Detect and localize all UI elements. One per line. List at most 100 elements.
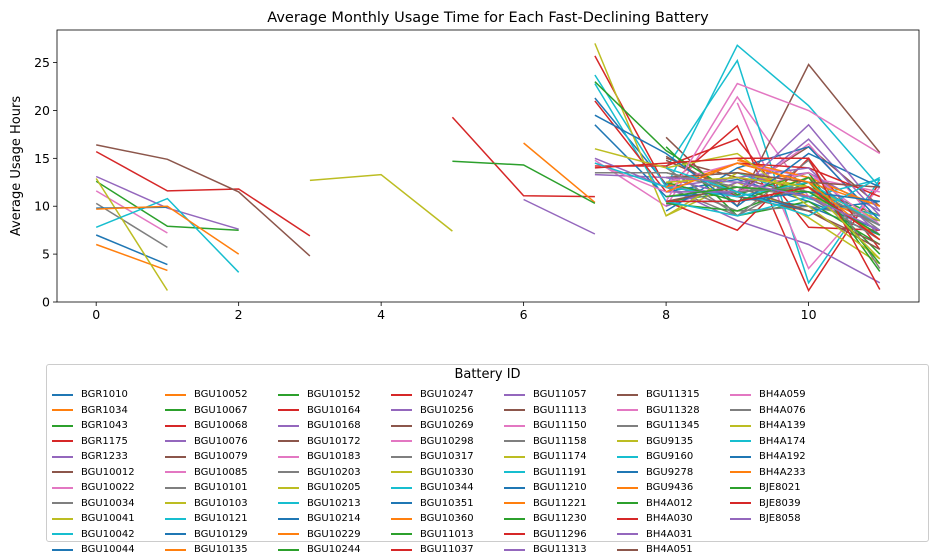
legend-label: BGU10229 (307, 528, 361, 540)
legend-label: BGU11013 (420, 528, 474, 540)
legend-label: BGU11313 (533, 544, 587, 555)
legend-label: BH4A059 (759, 389, 806, 400)
legend-swatch (52, 486, 73, 489)
legend-swatch (730, 393, 751, 396)
x-tick-label: 0 (92, 307, 100, 322)
legend-swatch (730, 517, 751, 520)
legend-label: BGU10213 (307, 497, 361, 509)
legend-swatch (730, 455, 751, 458)
legend-swatch (391, 393, 412, 396)
legend-item-bgu10298: BGU10298 (391, 434, 504, 450)
legend-item-bgu10360: BGU10360 (391, 511, 504, 527)
series-line-bgu10121 (665, 58, 881, 285)
legend-label: BH4A030 (646, 513, 693, 524)
x-tick-label: 8 (662, 307, 670, 322)
legend-swatch (278, 455, 299, 458)
legend-label: BGU10067 (194, 404, 248, 416)
legend-item-bgu10351: BGU10351 (391, 496, 504, 512)
legend-label: BGU11315 (646, 389, 700, 400)
legend-label: BGU10164 (307, 404, 361, 416)
legend-swatch (391, 471, 412, 474)
legend-swatch (504, 455, 525, 458)
legend-label: BGU10168 (307, 420, 361, 431)
y-axis-ticks: 0 5 10 15 20 25 (34, 55, 57, 310)
legend-label: BGU10129 (194, 528, 248, 540)
legend-swatch (504, 393, 525, 396)
legend-label: BGU10244 (307, 544, 361, 555)
legend-label: BGU10172 (307, 435, 361, 447)
legend-label: BGU11221 (533, 497, 587, 509)
legend-swatch (278, 502, 299, 505)
legend-item-bgu11057: BGU11057 (504, 387, 617, 403)
legend-label: BGR1043 (81, 420, 128, 431)
legend-item-bh4a031: BH4A031 (617, 527, 730, 543)
legend-label: BGU10183 (307, 451, 361, 462)
y-tick-label: 5 (42, 247, 50, 262)
legend-item-bgu10247: BGU10247 (391, 387, 504, 403)
legend-item-bgu9278: BGU9278 (617, 465, 730, 481)
legend-swatch (165, 517, 186, 520)
legend-label: BGU10052 (194, 389, 248, 400)
legend-item-bgr1043: BGR1043 (52, 418, 165, 434)
legend-label: BGU10101 (194, 482, 248, 493)
legend-item-bgu10012: BGU10012 (52, 465, 165, 481)
y-axis-label: Average Usage Hours (9, 96, 24, 236)
legend-label: BGU10269 (420, 420, 474, 431)
legend-item-bgu10183: BGU10183 (278, 449, 391, 465)
legend-item-bgu11328: BGU11328 (617, 403, 730, 419)
legend-item-bgu10129: BGU10129 (165, 527, 278, 543)
legend-label: BGU10042 (81, 528, 135, 540)
series-line-bgu10042 (95, 197, 240, 273)
series-line-bgu10034 (95, 202, 168, 249)
legend-label: BGU11210 (533, 482, 587, 493)
legend-item-bgu10041: BGU10041 (52, 511, 165, 527)
legend-label: BGU11191 (533, 466, 587, 478)
legend-item-bgr1175: BGR1175 (52, 434, 165, 450)
series-line-bgu9160 (594, 162, 881, 227)
legend-label: BJE8021 (759, 482, 801, 493)
series-line-bgu10076 (523, 198, 596, 235)
legend-label: BGU10247 (420, 389, 474, 400)
series-line-bgu10164 (594, 55, 881, 293)
legend-item-bgu10067: BGU10067 (165, 403, 278, 419)
legend-item-bgu11113: BGU11113 (504, 403, 617, 419)
legend-item-bgu10229: BGU10229 (278, 527, 391, 543)
legend-item-bgu10213: BGU10213 (278, 496, 391, 512)
legend-label: BGU9160 (646, 451, 694, 462)
legend-swatch (504, 533, 525, 536)
legend-item-bgu9135: BGU9135 (617, 434, 730, 450)
legend-swatch (52, 533, 73, 536)
legend-swatch (391, 440, 412, 443)
legend-swatch (278, 517, 299, 520)
legend-label: BGU10121 (194, 513, 248, 524)
y-tick-label: 15 (34, 151, 50, 166)
legend-item-bgu10256: BGU10256 (391, 403, 504, 419)
legend-label: BGU10203 (307, 466, 361, 478)
y-tick-label: 10 (34, 199, 50, 214)
legend-swatch (617, 471, 638, 474)
legend-swatch (730, 471, 751, 474)
legend-label: BGU11230 (533, 513, 587, 524)
legend-swatch (165, 424, 186, 427)
legend-swatch (617, 424, 638, 427)
legend-label: BGU9135 (646, 435, 694, 447)
legend-item-bgu10269: BGU10269 (391, 418, 504, 434)
series-line-bgu11315 (665, 186, 881, 246)
series-line-bgu10205 (665, 181, 881, 265)
legend-item-bgu11150: BGU11150 (504, 418, 617, 434)
legend-item-bgu10121: BGU10121 (165, 511, 278, 527)
legend-item-bgu10244: BGU10244 (278, 542, 391, 558)
legend-label: BGU10034 (81, 497, 135, 509)
y-tick-label: 20 (34, 103, 50, 118)
legend-swatch (391, 409, 412, 412)
legend-item-bgu10079: BGU10079 (165, 449, 278, 465)
legend-label: BGU11113 (533, 404, 587, 416)
legend-swatch (52, 424, 73, 427)
series-line-bgu10085 (594, 95, 881, 236)
legend-swatch (391, 517, 412, 520)
legend-item-bgu10164: BGU10164 (278, 403, 391, 419)
legend-label: BGU10256 (420, 404, 474, 416)
legend-item-bgu11221: BGU11221 (504, 496, 617, 512)
legend-swatch (617, 455, 638, 458)
legend-item-bgu10152: BGU10152 (278, 387, 391, 403)
